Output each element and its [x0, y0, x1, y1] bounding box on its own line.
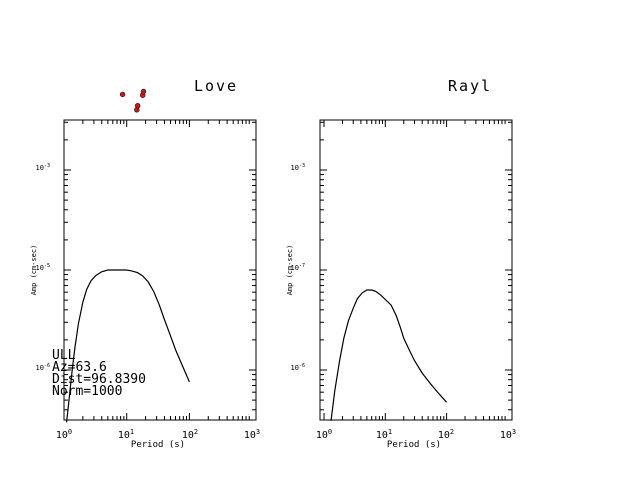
rayl-y-tick-labels: 10-3 10-7 10-6 — [291, 163, 305, 372]
rayl-panel: Rayl 100 101 102 103 10-3 10-7 10-6 Peri… — [286, 77, 516, 450]
rayl-curve-layer — [330, 289, 448, 421]
love-points-layer — [119, 88, 147, 113]
love-xtick-label: 101 — [118, 428, 134, 441]
love-x-tick-labels: 100 101 102 103 — [56, 428, 260, 441]
station-annotations: ULL Az=63.6 Dist=96.8390 Norm=1000 — [52, 348, 146, 399]
love-ticks — [63, 120, 256, 420]
rayl-y-axis-label: Amp (cm-sec) — [286, 245, 294, 296]
love-xtick-label: 102 — [182, 428, 198, 441]
love-y-tick-labels: 10-3 10-5 10-6 — [36, 163, 50, 372]
rayl-xtick-label: 101 — [376, 428, 392, 441]
azimuth-label: Az=63.6 — [52, 360, 107, 375]
love-data-point — [140, 88, 147, 95]
love-ytick-label: 10-3 — [36, 163, 50, 172]
love-y-axis-label: Amp (cm-sec) — [30, 245, 38, 296]
love-xtick-label: 100 — [56, 428, 72, 441]
love-x-axis-label: Period (s) — [131, 440, 185, 450]
distance-label: Dist=96.8390 — [52, 372, 146, 387]
love-ytick-label: 10-6 — [36, 363, 50, 372]
rayl-ytick-label: 10-6 — [291, 363, 305, 372]
love-xtick-label: 103 — [244, 428, 260, 441]
station-name-label: ULL — [52, 348, 76, 363]
rayl-title: Rayl — [448, 77, 492, 95]
love-amplitude-curve — [66, 269, 190, 423]
love-data-point — [119, 91, 126, 98]
love-panel: Love 100 101 102 103 10-3 10-5 10-6 Peri… — [30, 77, 260, 450]
rayl-ytick-label: 10-3 — [291, 163, 305, 172]
love-curve-layer — [66, 269, 190, 423]
rayl-x-tick-labels: 100 101 102 103 — [316, 428, 516, 441]
rayl-ytick-label: 10-7 — [291, 263, 305, 272]
rayl-amplitude-curve — [330, 289, 448, 421]
norm-label: Norm=1000 — [52, 384, 122, 399]
love-ytick-label: 10-5 — [36, 263, 50, 272]
love-title: Love — [194, 77, 238, 95]
rayl-x-axis-label: Period (s) — [387, 440, 441, 450]
rayl-ticks — [320, 120, 512, 420]
rayl-xtick-label: 103 — [500, 428, 516, 441]
rayl-xtick-label: 100 — [316, 428, 332, 441]
love-data-point — [135, 102, 141, 109]
rayl-plot-frame — [319, 119, 513, 421]
rayl-xtick-label: 102 — [438, 428, 454, 441]
